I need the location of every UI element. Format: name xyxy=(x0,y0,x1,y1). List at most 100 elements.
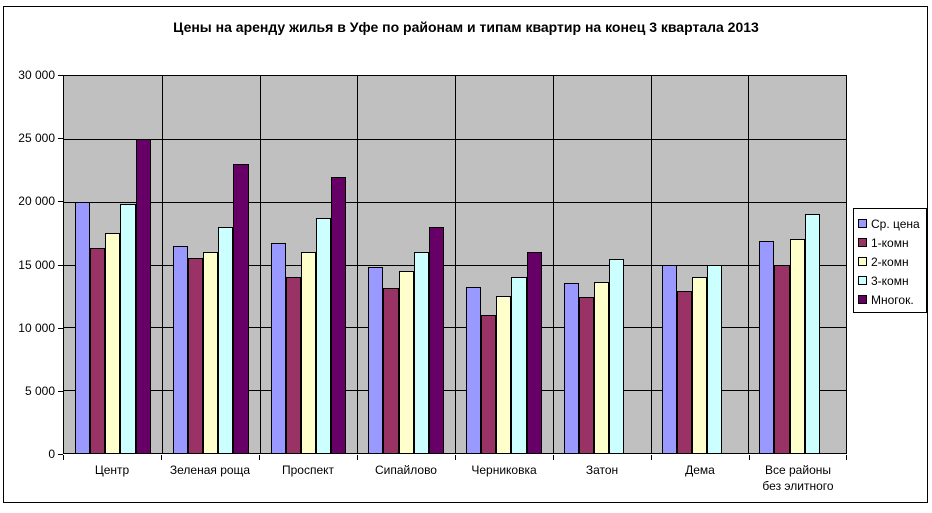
bar xyxy=(218,226,234,453)
bar xyxy=(563,283,579,453)
bar-group xyxy=(748,76,846,453)
bar xyxy=(187,258,204,453)
bar xyxy=(383,288,399,453)
bar xyxy=(413,251,429,453)
y-tick-mark xyxy=(58,390,63,392)
bar xyxy=(300,251,316,453)
vertical-gridline xyxy=(357,76,359,453)
bar xyxy=(609,259,625,453)
legend-swatch xyxy=(858,276,867,285)
vertical-gridline xyxy=(259,76,261,453)
category-label: Затон xyxy=(585,463,619,477)
y-tick-mark xyxy=(58,454,63,455)
bar-slot xyxy=(203,76,219,453)
bar xyxy=(172,245,188,453)
bar-slot xyxy=(676,76,692,453)
category-label: Центр xyxy=(94,463,130,477)
vertical-gridline xyxy=(455,76,456,453)
legend-item: 1-комн xyxy=(858,233,924,252)
bar-group xyxy=(553,76,651,453)
bar-slot xyxy=(172,76,188,453)
x-axis-labels: Центр Зеленая роща Проспект Сипайлово Черник… xyxy=(63,463,847,494)
bar-slot xyxy=(135,76,151,453)
bar-slot xyxy=(563,76,579,453)
legend-item: 3-комн xyxy=(858,271,924,290)
bar xyxy=(774,264,790,453)
bar-slot xyxy=(624,76,639,453)
legend-label: 3-комн xyxy=(871,273,909,288)
bar-slot xyxy=(413,76,429,453)
legend-label: Ср. цена xyxy=(871,216,920,231)
bar-slot xyxy=(820,76,835,453)
y-axis-ticks xyxy=(58,75,63,455)
bar-slot xyxy=(759,76,775,453)
plot-area xyxy=(63,75,847,454)
y-axis-labels: 0 5 000 10 000 15 000 20 000 25 000 30 000 xyxy=(0,69,55,460)
bar xyxy=(661,264,677,453)
legend-swatch xyxy=(858,257,867,266)
bar-slot xyxy=(75,76,91,453)
vertical-gridline xyxy=(552,76,554,453)
bar-slot xyxy=(481,76,497,453)
bar-slot xyxy=(285,76,301,453)
legend-item: 2-комн xyxy=(858,252,924,271)
bar-slot xyxy=(496,76,512,453)
legend-label: 2-комн xyxy=(871,254,909,269)
bar-group xyxy=(455,76,553,453)
bar-slot xyxy=(218,76,234,453)
y-tick-mark xyxy=(58,264,63,266)
bar xyxy=(789,239,805,453)
bar-slot xyxy=(428,76,445,453)
bar-slot xyxy=(120,76,136,453)
category-label: Черниковка xyxy=(471,463,537,477)
bar-slot xyxy=(722,76,737,453)
bar-slot xyxy=(789,76,805,453)
gridlines xyxy=(64,76,846,453)
bar xyxy=(285,277,301,453)
bar-slot xyxy=(526,76,542,453)
legend-swatch xyxy=(858,219,867,228)
bar-group xyxy=(260,76,358,453)
bar xyxy=(691,277,707,453)
legend-swatch xyxy=(858,238,867,247)
bar xyxy=(428,226,445,453)
x-tick-mark xyxy=(749,455,750,460)
y-tick-label: 30 000 xyxy=(18,68,55,82)
vertical-gridline xyxy=(748,76,750,453)
bar-slot xyxy=(398,76,414,453)
x-axis-ticks xyxy=(63,455,847,460)
x-tick-mark xyxy=(846,455,847,460)
bar-slot xyxy=(331,76,347,453)
bar-slot xyxy=(578,76,595,453)
bar-slot xyxy=(105,76,121,453)
bar xyxy=(706,264,723,453)
bar-group xyxy=(64,76,162,453)
x-tick-mark xyxy=(63,455,64,460)
category-label: Проспект xyxy=(281,463,335,477)
bar xyxy=(331,176,347,453)
category-label: Все районы без элитного xyxy=(762,463,834,493)
bar xyxy=(203,251,219,453)
y-tick-mark xyxy=(58,75,63,76)
category-label: Дема xyxy=(685,463,715,477)
bar-slot xyxy=(90,76,106,453)
x-tick-mark xyxy=(161,455,162,460)
bar-slot xyxy=(594,76,610,453)
bar xyxy=(233,163,249,453)
y-tick-label: 15 000 xyxy=(18,257,55,272)
x-tick-mark xyxy=(357,455,358,460)
y-tick-mark xyxy=(58,327,63,329)
bar xyxy=(526,251,542,453)
y-tick-mark xyxy=(58,138,63,140)
bar-slot xyxy=(774,76,790,453)
legend-item: Многок. xyxy=(858,290,924,309)
bar-slot xyxy=(233,76,249,453)
bar-group xyxy=(162,76,260,453)
y-tick-mark xyxy=(58,201,63,203)
bar xyxy=(676,290,692,453)
x-tick-mark xyxy=(455,455,456,460)
x-tick-mark xyxy=(651,455,652,460)
legend-label: Многок. xyxy=(871,292,914,307)
bar-slot xyxy=(368,76,384,453)
legend-label: 1-комн xyxy=(871,235,909,250)
